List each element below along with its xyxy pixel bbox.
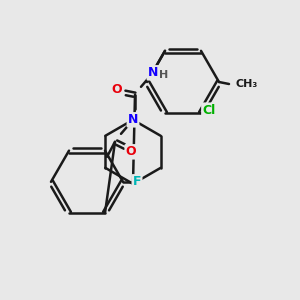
Text: H: H bbox=[159, 70, 169, 80]
Text: F: F bbox=[133, 175, 141, 188]
Text: O: O bbox=[112, 83, 122, 96]
Text: CH₃: CH₃ bbox=[236, 79, 258, 89]
Text: N: N bbox=[128, 113, 138, 126]
Text: N: N bbox=[148, 66, 158, 79]
Text: O: O bbox=[126, 145, 136, 158]
Text: Cl: Cl bbox=[202, 104, 216, 117]
